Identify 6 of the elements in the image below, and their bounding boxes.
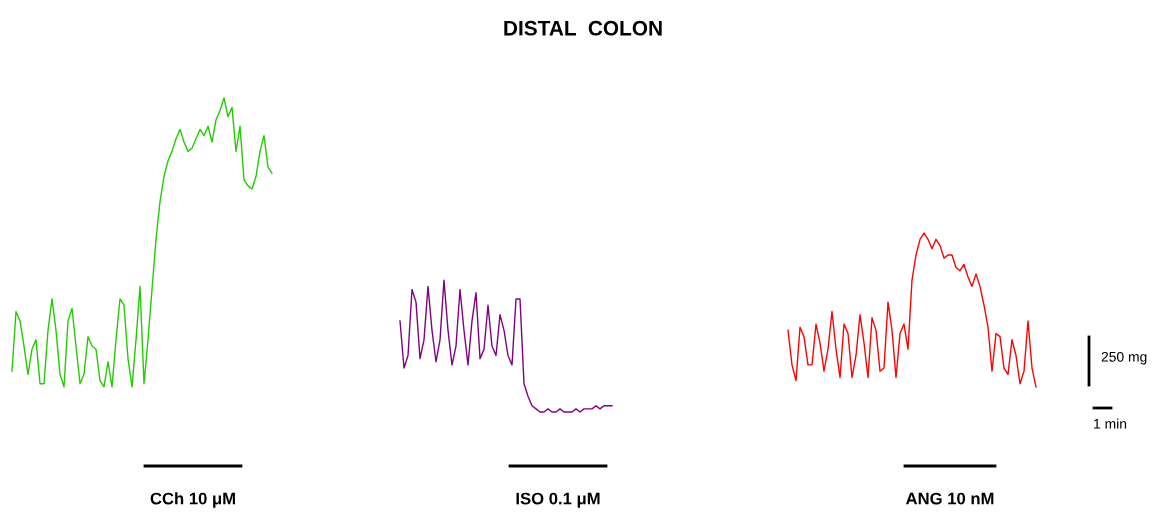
text: CCh 10 μM [150, 492, 235, 508]
chart-title: DISTAL COLON [504, 20, 662, 36]
text: 1 min [1094, 418, 1127, 429]
text: ISO 0.1 μM [516, 492, 600, 508]
text: ANG 10 nM [905, 492, 994, 505]
text: 250 mg [1101, 351, 1147, 365]
